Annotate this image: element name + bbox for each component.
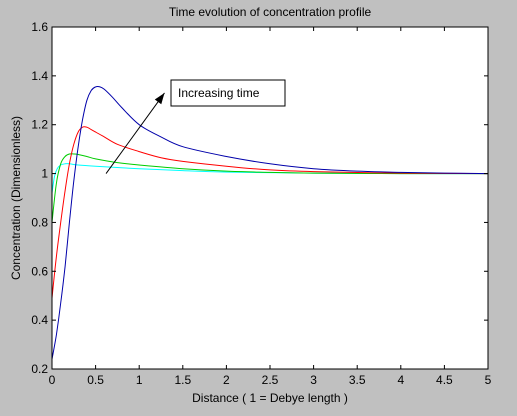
series-line-3 [51, 126, 489, 299]
x-tick-label: 0.5 [87, 373, 104, 387]
y-tick-label: 0.6 [31, 264, 48, 278]
x-axis-label: Distance ( 1 = Debye length ) [192, 391, 348, 405]
chart-title: Time evolution of concentration profile [169, 5, 372, 19]
series-line-2 [51, 153, 489, 223]
x-tick-label: 3.5 [349, 373, 366, 387]
y-tick-label: 1.6 [31, 20, 48, 34]
x-tick-label: 1.5 [174, 373, 191, 387]
y-tick-label: 1 [41, 167, 48, 181]
series-layer [51, 85, 489, 360]
y-tick-label: 0.8 [31, 215, 48, 229]
y-tick-label: 0.2 [31, 362, 48, 376]
x-tick-label: 4.5 [436, 373, 453, 387]
annotation-layer: Increasing time [105, 79, 286, 174]
ticks-layer: 0 0.5 1 1.5 2 2.5 3 3.5 4 4.5 5 0.2 0.4 0.6 0.8 1 1.2 1.4… [31, 20, 491, 387]
annotation-arrowhead [154, 92, 165, 105]
plot-area [52, 27, 488, 369]
y-axis-label: Concentration (Dimensionless) [9, 116, 23, 280]
annotation-text: Increasing time [178, 86, 260, 100]
x-tick-label: 4 [397, 373, 404, 387]
annotation-arrow [105, 92, 165, 174]
x-tick-label: 1 [136, 373, 143, 387]
x-tick-label: 2.5 [262, 373, 279, 387]
x-tick-label: 2 [223, 373, 230, 387]
x-tick-label: 5 [485, 373, 492, 387]
x-tick-label: 3 [310, 373, 317, 387]
series-line-4 [51, 85, 489, 360]
y-tick-label: 1.2 [31, 118, 48, 132]
y-tick-label: 1.4 [31, 69, 48, 83]
x-tick-label: 0 [49, 373, 56, 387]
y-tick-label: 0.4 [31, 313, 48, 327]
annotation-box [170, 79, 286, 107]
